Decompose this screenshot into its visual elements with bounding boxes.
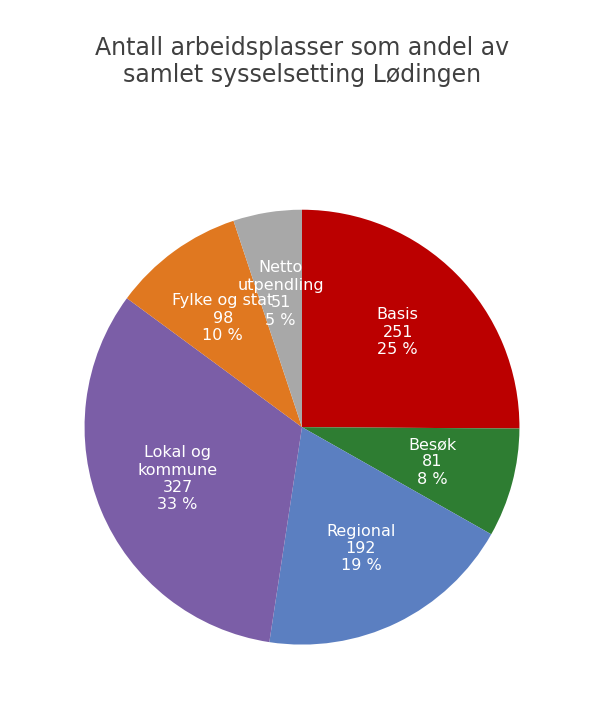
Wedge shape bbox=[234, 210, 302, 427]
Wedge shape bbox=[302, 210, 519, 429]
Text: Regional
192
19 %: Regional 192 19 % bbox=[326, 523, 396, 573]
Wedge shape bbox=[127, 221, 302, 427]
Text: Netto
utpendling
51
5 %: Netto utpendling 51 5 % bbox=[237, 261, 324, 328]
Text: Fylke og stat
98
10 %: Fylke og stat 98 10 % bbox=[172, 293, 274, 343]
Text: Lokal og
kommune
327
33 %: Lokal og kommune 327 33 % bbox=[137, 445, 217, 513]
Wedge shape bbox=[85, 298, 302, 642]
Wedge shape bbox=[302, 427, 519, 534]
Wedge shape bbox=[269, 427, 491, 644]
Text: Besøk
81
8 %: Besøk 81 8 % bbox=[408, 437, 457, 487]
Text: Antall arbeidsplasser som andel av
samlet sysselsetting Lødingen: Antall arbeidsplasser som andel av samle… bbox=[95, 35, 509, 88]
Text: Basis
251
25 %: Basis 251 25 % bbox=[377, 307, 419, 357]
